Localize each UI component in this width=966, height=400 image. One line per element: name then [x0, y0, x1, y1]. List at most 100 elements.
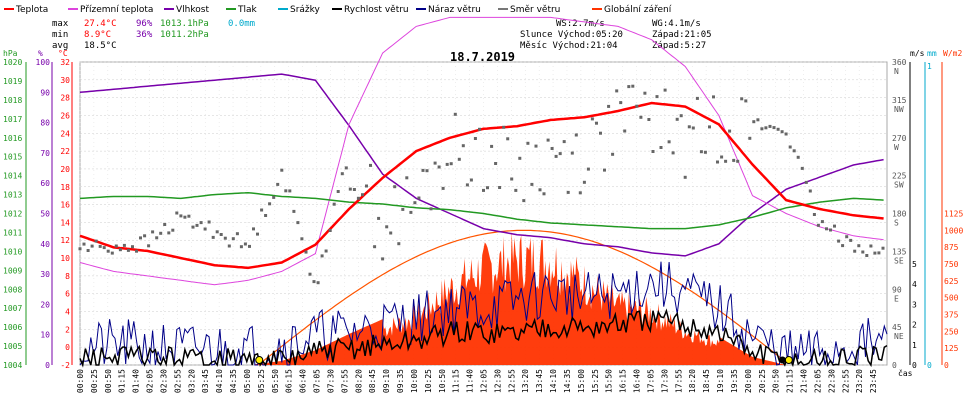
legend-label-teplota: Teplota: [15, 5, 48, 15]
x-tick-label: 11:15: [452, 369, 461, 393]
series-wind-dir-point: [183, 215, 187, 219]
y-tick-windspeed: 2: [912, 321, 917, 330]
series-wind-dir-point: [720, 155, 724, 159]
series-wind-dir-point: [352, 188, 356, 191]
series-wind-dir-point: [494, 162, 498, 165]
series-wind-dir-point: [837, 239, 841, 243]
series-wind-dir-point: [356, 196, 360, 200]
x-tick-label: 04:10: [215, 369, 224, 393]
x-tick-label: 20:50: [772, 369, 781, 393]
stat-min-press: 1011.2hPa: [160, 30, 209, 40]
x-tick-label: 16:15: [619, 369, 628, 393]
series-wind-dir-point: [110, 251, 114, 255]
series-wind-dir-point: [635, 104, 639, 108]
x-tick-label: 07:30: [326, 369, 335, 393]
y-tick-temperature: 22: [60, 147, 70, 156]
series-wind-dir-point: [272, 195, 276, 199]
series-wind-dir-point: [405, 176, 409, 180]
y-tick-temperature: 4: [65, 308, 70, 317]
x-tick-label: 01:40: [132, 369, 141, 393]
series-wind-dir-point: [252, 227, 255, 231]
series-wind-dir-point: [409, 210, 413, 214]
series-wind-dir-point: [473, 137, 477, 140]
series-wind-dir-point: [554, 154, 558, 158]
x-tick-label: 23:45: [869, 369, 878, 393]
series-wind-dir-point: [881, 246, 885, 250]
x-tick-label: 22:30: [827, 369, 836, 393]
series-wind-dir-point: [760, 127, 764, 131]
series-wind-dir-point: [724, 159, 728, 163]
series-wind-dir-point: [865, 254, 869, 257]
y-tick-winddir: 315: [892, 96, 907, 105]
series-wind-dir-point: [530, 182, 534, 186]
series-wind-dir-point: [308, 272, 312, 276]
series-wind-dir-point: [877, 251, 881, 255]
series-wind-dir-point: [292, 209, 296, 213]
x-tick-label: 18:45: [702, 369, 711, 393]
y-tick-windspeed: 5: [912, 260, 917, 269]
y-tick-pressure: 1015: [3, 153, 22, 162]
series-wind-dir-point: [106, 249, 110, 253]
stat-max-label: max: [52, 19, 69, 29]
series-wind-dir-point: [603, 168, 606, 172]
wind-ws: WS:2.7m/s: [556, 19, 605, 29]
y-tick-temperature: 30: [60, 76, 70, 85]
stat-avg-label: avg: [52, 41, 68, 51]
series-wind-dir-point: [348, 187, 352, 191]
legend-label-rychlost: Rychlost větru: [344, 5, 409, 15]
series-wind-dir-point: [873, 251, 877, 255]
legend-label-tlak: Tlak: [237, 5, 258, 15]
y-tick-radiation: 0: [944, 361, 949, 370]
series-wind-dir-point: [542, 192, 546, 196]
y-tick-humidity: 0: [45, 361, 50, 370]
series-wind-dir-point: [389, 231, 393, 235]
legend-item-teplota: Teplota: [4, 5, 48, 15]
series-wind-dir-point: [586, 167, 590, 171]
series-wind-dir-point: [365, 184, 368, 188]
sun-set: Západ:21:05: [652, 30, 712, 40]
x-tick-label: 21:40: [800, 369, 809, 393]
series-pressure: [79, 191, 884, 230]
series-wind-dir-point: [260, 208, 264, 212]
y-tick-pressure: 1009: [3, 266, 22, 275]
y-tick-windspeed: 4: [912, 280, 917, 289]
y-tick-rain: 1: [927, 62, 932, 71]
sunrise-marker: [255, 356, 264, 364]
series-wind-dir-point: [256, 232, 259, 236]
y-tick-pressure: 1020: [3, 58, 22, 67]
unit-wm2: W/m2: [943, 49, 962, 58]
x-tick-label: 22:55: [841, 369, 850, 393]
y-tick-winddir-letter: N: [894, 67, 899, 76]
unit-hpa: hPa: [3, 49, 18, 58]
series-wind-dir-point: [264, 214, 268, 217]
y-tick-pressure: 1008: [3, 285, 22, 294]
y-tick-winddir: 360: [892, 58, 907, 67]
y-tick-winddir-letter: W: [894, 143, 899, 152]
series-wind-dir-point: [615, 89, 619, 93]
y-tick-winddir: 90: [892, 285, 902, 294]
series-wind-dir-point: [155, 236, 159, 240]
y-tick-winddir: 225: [892, 172, 907, 181]
y-tick-winddir-letter: E: [894, 294, 899, 303]
series-wind-dir-point: [239, 245, 243, 249]
y-tick-radiation: 750: [944, 260, 959, 269]
legend-label-naraz: Náraz větru: [428, 5, 481, 15]
plot-area: 00:00 00:25 00:50 01:15 01:40 02:05 02:30 02:55…: [3, 16, 963, 393]
series-wind-dir-point: [623, 129, 627, 133]
series-wind-dir-point: [675, 117, 679, 121]
y-tick-pressure: 1018: [3, 96, 22, 105]
series-wind-dir-point: [833, 224, 836, 228]
y-tick-temperature: 32: [60, 58, 70, 67]
series-wind-dir-point: [712, 95, 715, 99]
series-wind-dir-point: [518, 156, 522, 160]
y-tick-windspeed: 1: [912, 341, 917, 350]
x-tick-label: 10:00: [410, 369, 419, 393]
y-tick-humidity: 20: [40, 300, 50, 309]
legend-label-zareni: Globální záření: [604, 5, 672, 15]
series-wind-dir-point: [651, 150, 655, 153]
unit-pct: %: [38, 49, 43, 58]
series-wind-dir-point: [578, 191, 582, 195]
series-wind-dir-point: [143, 234, 147, 238]
series-wind-dir-point: [453, 112, 457, 116]
